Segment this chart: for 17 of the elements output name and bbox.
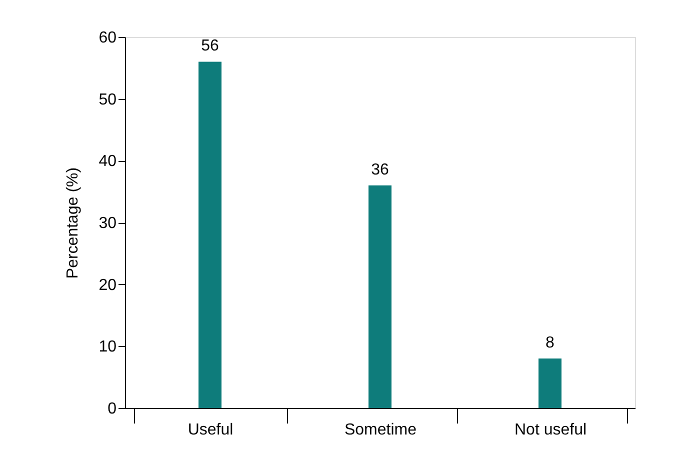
y-tick-label: 60 <box>98 30 117 46</box>
data-label: 36 <box>371 161 389 178</box>
y-tick-label: 30 <box>98 215 117 232</box>
bar <box>198 62 222 408</box>
bar <box>538 358 562 408</box>
x-tick-label: Not useful <box>514 422 587 438</box>
y-tick-label: 40 <box>98 153 117 170</box>
data-label: 8 <box>546 334 555 352</box>
y-tick-label: 0 <box>108 400 117 418</box>
x-tick-label: Sometime <box>344 422 417 438</box>
data-label: 56 <box>201 38 219 55</box>
x-tick-label: Useful <box>188 422 234 438</box>
bar <box>368 185 392 408</box>
y-tick-label: 50 <box>98 91 117 108</box>
y-axis-title: Percentage (%) <box>64 167 82 279</box>
y-tick-label: 20 <box>98 276 117 294</box>
y-tick-label: 10 <box>98 338 117 356</box>
